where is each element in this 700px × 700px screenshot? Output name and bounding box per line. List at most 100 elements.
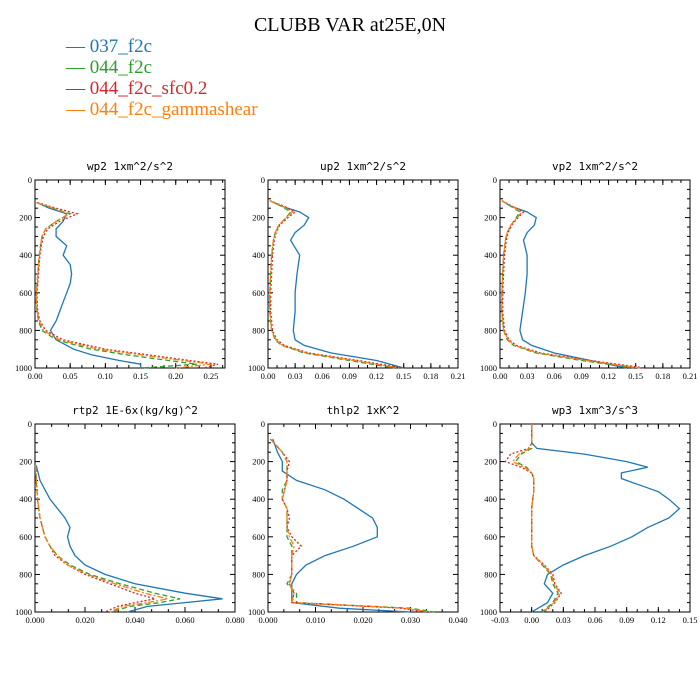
x-tick-label: 0.000: [258, 615, 277, 625]
x-tick-label: 0.06: [547, 371, 562, 381]
legend-item-044-f2c-sfc0.2: — 044_f2c_sfc0.2: [66, 78, 258, 99]
series-line-037-f2c: [272, 438, 411, 613]
series-line-037-f2c: [36, 202, 142, 368]
y-tick-label: 0: [28, 419, 32, 429]
y-tick-label: 800: [252, 325, 265, 335]
x-tick-label: 0.000: [25, 615, 44, 625]
series-line-037-f2c: [501, 200, 627, 369]
y-tick-label: 800: [484, 325, 497, 335]
x-tick-label: 0.00: [493, 371, 508, 381]
x-tick-label: 0.020: [353, 615, 372, 625]
x-tick-label: 0.020: [75, 615, 94, 625]
series-line-044-f2c-gammashear: [511, 424, 561, 613]
legend-dash: —: [66, 78, 90, 99]
x-tick-label: 0.15: [683, 615, 698, 625]
legend-label: 037_f2c: [89, 36, 153, 57]
chart-panel: wp3 1xm^3/s^3 0 200 400 600 800 1000-0.03 0.00 0…: [480, 404, 697, 625]
y-tick-label: 0: [261, 175, 265, 185]
x-tick-label: 0.00: [28, 371, 43, 381]
y-tick-label: 0: [493, 175, 497, 185]
x-tick-label: 0.010: [306, 615, 325, 625]
y-tick-label: 1000: [15, 607, 32, 617]
y-tick-label: 800: [252, 569, 265, 579]
series-line-044-f2c: [35, 201, 197, 369]
y-tick-label: 1000: [480, 363, 497, 373]
series-line-044-f2c: [269, 438, 435, 613]
series-line-044-f2c-gammashear: [35, 201, 211, 369]
x-tick-label: 0.18: [655, 371, 670, 381]
series-line-044-f2c-sfc0-2: [269, 200, 404, 369]
x-tick-label: 0.15: [628, 371, 643, 381]
panel-title: up2 1xm^2/s^2: [320, 160, 406, 173]
y-tick-label: 200: [19, 457, 32, 467]
plot-frame: [499, 423, 691, 613]
plot-frame: [267, 423, 459, 613]
x-tick-label: 0.09: [619, 615, 634, 625]
y-tick-label: 600: [19, 288, 32, 298]
panel-title: wp3 1xm^3/s^3: [552, 404, 638, 417]
series-line-044-f2c: [501, 200, 636, 369]
x-tick-label: 0.21: [683, 371, 698, 381]
x-tick-label: 0.20: [168, 371, 183, 381]
series-line-044-f2c-sfc0-2: [504, 424, 562, 613]
x-tick-label: 0.12: [601, 371, 616, 381]
y-tick-label: 1000: [480, 607, 497, 617]
x-tick-label: 0.00: [261, 371, 276, 381]
x-tick-label: 0.25: [203, 371, 218, 381]
x-tick-label: 0.080: [225, 615, 244, 625]
y-tick-label: 800: [19, 569, 32, 579]
x-tick-label: 0.06: [588, 615, 603, 625]
legend-item-037-f2c: — 037_f2c: [66, 36, 258, 57]
x-tick-label: 0.10: [98, 371, 113, 381]
y-tick-label: 200: [19, 213, 32, 223]
y-tick-label: 200: [252, 213, 265, 223]
legend-dash: —: [66, 57, 90, 78]
y-tick-label: 400: [484, 494, 497, 504]
series-line-044-f2c-gammashear: [269, 200, 400, 369]
x-tick-label: 0.03: [288, 371, 303, 381]
x-tick-label: 0.09: [342, 371, 357, 381]
y-tick-label: 200: [252, 457, 265, 467]
series-line-044-f2c-gammashear: [501, 200, 641, 369]
x-tick-label: 0.09: [574, 371, 589, 381]
panel-title: vp2 1xm^2/s^2: [552, 160, 638, 173]
series-line-044-f2c-gammashear: [34, 465, 168, 613]
panel-title: rtp2 1E-6x(kg/kg)^2: [72, 404, 198, 417]
legend-item-044-f2c: — 044_f2c: [66, 57, 258, 78]
legend: — 037_f2c — 044_f2c — 044_f2c_sfc0.2 — 0…: [66, 36, 258, 120]
plot-frame: [499, 179, 691, 369]
series-line-044-f2c: [34, 465, 181, 613]
y-tick-label: 600: [19, 532, 32, 542]
series-line-044-f2c-sfc0-2: [501, 200, 645, 369]
y-tick-label: 1000: [15, 363, 32, 373]
series-line-044-f2c-gammashear: [269, 438, 430, 613]
y-tick-label: 600: [252, 288, 265, 298]
series-line-037-f2c: [35, 465, 223, 613]
x-tick-label: 0.18: [423, 371, 438, 381]
series-line-044-f2c: [269, 200, 395, 369]
y-tick-label: 800: [484, 569, 497, 579]
x-tick-label: 0.12: [651, 615, 666, 625]
y-tick-label: 400: [252, 494, 265, 504]
chart-panel: rtp2 1E-6x(kg/kg)^2 0 200 400 600 800 10000.00…: [15, 404, 245, 625]
legend-label: 044_f2c: [89, 57, 153, 78]
y-tick-label: 0: [493, 419, 497, 429]
x-tick-label: 0.030: [401, 615, 420, 625]
x-tick-label: 0.03: [556, 615, 571, 625]
x-tick-label: 0.15: [133, 371, 148, 381]
x-tick-label: 0.21: [451, 371, 466, 381]
series-line-037-f2c: [269, 200, 404, 369]
series-line-037-f2c: [531, 424, 681, 613]
y-tick-label: 0: [261, 419, 265, 429]
y-tick-label: 200: [484, 457, 497, 467]
x-tick-label: 0.03: [520, 371, 535, 381]
y-tick-label: 400: [252, 250, 265, 260]
x-tick-label: 0.15: [396, 371, 411, 381]
series-line-044-f2c: [514, 424, 559, 613]
x-tick-label: 0.05: [63, 371, 78, 381]
